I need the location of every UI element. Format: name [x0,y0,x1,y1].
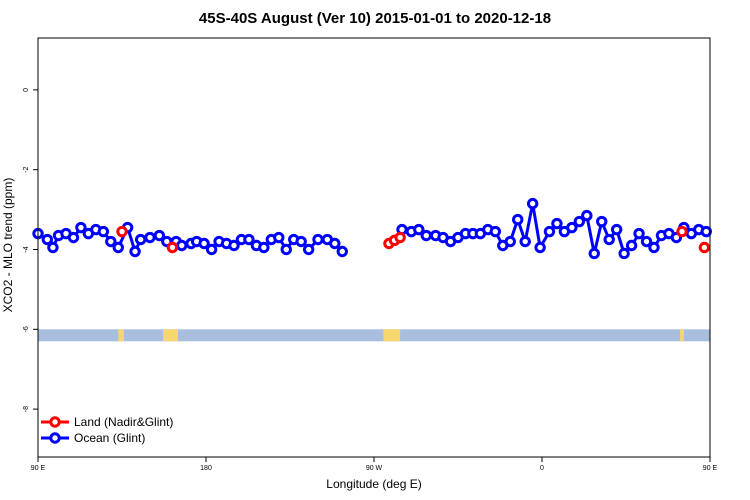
ocean-band [38,329,710,342]
ocean-point [67,231,80,244]
x-axis-label: Longitude (deg E) [326,477,422,491]
x-tick-label: 180 [200,465,212,472]
land-patch [680,329,684,342]
ocean-point [129,245,141,258]
ocean-point [588,247,600,260]
series-layer [32,197,712,260]
ocean-point [551,217,563,230]
legend-swatch-land [41,416,69,428]
ocean-point [243,233,255,246]
ocean-point [526,197,539,210]
land-patch [118,329,124,342]
ocean-point [273,231,285,244]
ocean-point [581,209,593,222]
x-tick-label: 90 E [703,465,718,472]
y-tick-label: -2 [23,166,30,172]
y-tick-label: -4 [23,246,30,252]
ocean-point [75,221,87,234]
ocean-point [504,235,516,248]
ocean-point [329,237,341,250]
ocean-point [648,241,660,254]
ocean-point [625,239,638,252]
land-point [166,241,179,254]
legend-label-ocean: Ocean (Glint) [74,431,146,445]
ocean-point [302,243,315,256]
ocean-point [700,225,712,238]
ocean-point [280,243,292,256]
ocean-point [198,237,210,250]
land-point [698,241,711,254]
x-tick-label: 90 W [366,465,383,472]
surface-band [38,329,710,342]
ocean-point [618,247,630,260]
land-point [394,231,406,244]
ocean-point [134,233,147,246]
ocean-point [105,235,117,248]
land-point [676,225,688,238]
ocean-point [610,223,623,236]
ocean-point [489,225,502,238]
ocean-point [543,225,556,238]
ocean-point [41,233,54,246]
legend-swatch-ocean [41,432,69,444]
land-point [116,225,128,238]
ocean-point [153,229,166,242]
ocean-point [603,233,615,246]
ocean-point [97,225,110,238]
ocean-point [596,215,608,228]
x-tick-label: 90 E [31,465,46,472]
ocean-point [176,239,188,252]
y-tick-label: 0 [23,88,30,92]
legend-label-land: Land (Nadir&Glint) [74,415,174,429]
legend-item-land: Land (Nadir&Glint) [40,414,173,430]
ocean-point [633,227,645,240]
ocean-point [112,241,124,254]
ocean-point [413,223,425,236]
legend-item-ocean: Ocean (Glint) [40,430,173,446]
ocean-point [566,221,578,234]
ocean-point [258,241,270,254]
ocean-point [640,235,653,248]
ocean-point [420,229,432,242]
chart-title: 45S-40S August (Ver 10) 2015-01-01 to 20… [198,10,552,27]
ocean-point [295,235,307,248]
x-tick-label: 0 [540,465,544,472]
ocean-point [47,241,59,254]
y-tick-label: -8 [23,406,30,412]
axes: 90 E 180 90 W 0 90 E 0 -2 -4 -6 -8 [23,88,718,472]
y-tick-label: -6 [23,326,30,332]
ocean-point [534,241,546,254]
ocean-point [205,243,218,256]
y-axis-label: XCO2 - MLO trend (ppm) [1,177,15,313]
ocean-point [312,233,324,246]
legend: Land (Nadir&Glint) Ocean (Glint) [40,414,173,446]
ocean-point [336,245,348,258]
ocean-point [573,215,586,228]
ocean-point [144,231,156,244]
land-patch [163,329,178,342]
land-patch [383,329,401,342]
ocean-point [228,239,240,252]
ocean-point [519,235,531,248]
ocean-point [512,213,524,226]
